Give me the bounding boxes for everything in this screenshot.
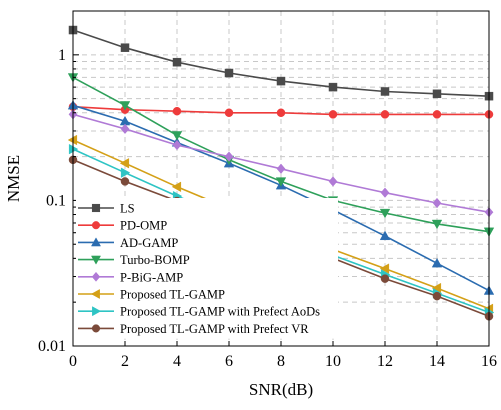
legend-label: Turbo-BOMP: [120, 253, 190, 267]
data-point: [91, 203, 101, 213]
x-tick-label: 0: [69, 353, 77, 370]
x-tick-label: 8: [277, 353, 285, 370]
legend-label: Proposed TL-GAMP: [120, 288, 225, 302]
legend-item: LS: [78, 202, 135, 216]
legend-item: P-BiG-AMP: [78, 270, 183, 284]
legend-item: Proposed TL-GAMP: [78, 288, 225, 302]
data-point: [119, 158, 130, 169]
legend-label: PD-OMP: [120, 219, 167, 233]
legend-label: Proposed TL-GAMP with Prefect AoDs: [120, 305, 320, 319]
legend-label: AD-GAMP: [120, 236, 178, 250]
data-point: [90, 289, 100, 299]
data-point: [275, 177, 287, 187]
data-point: [380, 110, 390, 119]
legend-label: LS: [120, 202, 135, 216]
data-point: [380, 187, 390, 198]
x-tick-label: 6: [225, 353, 233, 370]
legend-item: Proposed TL-GAMP with Prefect AoDs: [78, 305, 320, 319]
data-point: [120, 167, 131, 178]
data-point: [380, 274, 390, 283]
legend-item: PD-OMP: [78, 219, 167, 233]
data-point: [172, 139, 182, 151]
data-point: [91, 237, 101, 247]
data-point: [328, 110, 338, 119]
data-point: [120, 123, 130, 135]
data-point: [91, 255, 101, 265]
data-point: [172, 106, 182, 116]
x-tick-label: 14: [429, 353, 445, 370]
data-point: [432, 110, 442, 119]
data-point: [91, 221, 101, 230]
data-point: [432, 197, 442, 209]
data-point: [91, 271, 101, 282]
data-point: [171, 131, 183, 141]
x-tick-label: 10: [325, 353, 341, 370]
data-point: [276, 163, 286, 174]
data-point: [224, 108, 234, 118]
data-point: [432, 291, 442, 301]
y-tick-label: 0.1: [46, 192, 66, 209]
x-tick-label: 2: [121, 353, 129, 370]
data-point: [120, 177, 130, 186]
series-0: [68, 25, 494, 101]
data-point: [431, 257, 443, 268]
data-point: [379, 263, 390, 274]
legend-label: P-BiG-AMP: [120, 270, 183, 284]
data-point: [380, 87, 390, 96]
data-point: [379, 208, 391, 219]
data-point: [171, 181, 182, 193]
data-point: [92, 306, 102, 317]
data-point: [432, 89, 442, 99]
legend-item: Turbo-BOMP: [78, 253, 190, 267]
data-point: [379, 230, 391, 241]
data-point: [91, 324, 101, 333]
x-tick-label: 12: [377, 353, 393, 370]
data-point: [328, 176, 338, 187]
legend-item: AD-GAMP: [78, 236, 178, 250]
x-axis-label: SNR(dB): [249, 380, 313, 399]
legend: LS PD-OMP AD-GAMP Turbo-BOMP P-BiG-AMP Propos…: [76, 198, 338, 339]
data-point: [224, 151, 234, 162]
data-point: [431, 219, 443, 230]
data-point: [172, 57, 182, 67]
data-point: [276, 76, 286, 86]
y-tick-label: 1: [58, 47, 66, 64]
x-tick-label: 4: [173, 353, 181, 370]
legend-item: Proposed TL-GAMP with Prefect VR: [78, 322, 309, 336]
data-point: [276, 108, 286, 118]
legend-background: [76, 198, 338, 339]
y-axis-label: NMSE: [4, 155, 23, 202]
data-point: [224, 68, 234, 78]
data-point: [119, 101, 131, 111]
data-point: [328, 82, 338, 92]
legend-label: Proposed TL-GAMP with Prefect VR: [120, 322, 309, 336]
y-tick-label: 0.01: [38, 338, 66, 355]
data-point: [120, 43, 130, 52]
axis-ticks: 0 2 4 6 8 10 12 14 16 0.01 0.1 1: [38, 10, 497, 370]
series-4: [68, 109, 494, 218]
x-tick-label: 16: [481, 353, 497, 370]
